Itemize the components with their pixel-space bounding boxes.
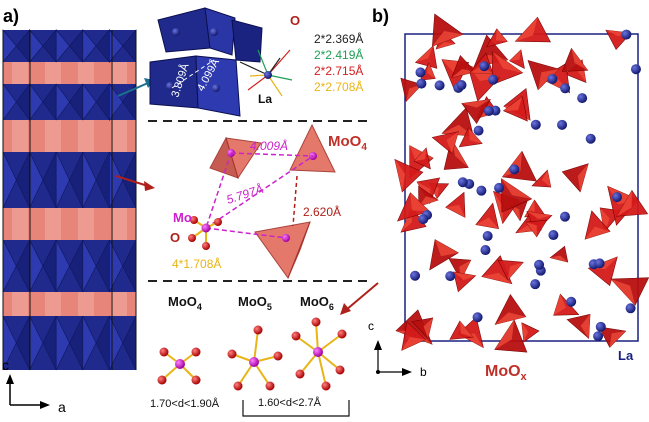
bond-length-3: 2*2.715Å: [314, 63, 363, 78]
la-atom: [456, 80, 467, 91]
moo4-title: MoO4: [328, 133, 367, 153]
la-atoms: [410, 29, 641, 342]
la-atom: [482, 231, 493, 242]
moo4-unit-model: [157, 347, 201, 385]
la-atom: [593, 331, 604, 342]
la-atom: [410, 270, 421, 281]
unit-label-moo6: MoO6: [300, 294, 334, 312]
panel-b-structure: [394, 13, 649, 353]
mo-mo-distance-b: 5.797Å: [224, 181, 265, 207]
panel-a-label: a): [3, 6, 19, 26]
la-atom: [416, 78, 427, 89]
la-atom: [560, 83, 571, 94]
axis-b-horizontal-label: b: [420, 365, 427, 379]
la-atom: [494, 182, 505, 193]
moo5-unit-model: [227, 325, 283, 391]
la-atom: [585, 133, 596, 144]
bond-range-moo4: 1.70<d<1.90Å: [150, 397, 220, 410]
bond-length-1: 2*2.369Å: [314, 31, 363, 46]
la-atom: [479, 61, 490, 72]
unit-label-moo5: MoO5: [238, 294, 272, 312]
la-atom: [457, 177, 468, 188]
moox-polyhedra: [394, 13, 649, 353]
la-bond-star: [239, 49, 293, 97]
la-atom: [557, 119, 568, 130]
bond-length-2: 2*2.419Å: [314, 47, 363, 62]
axis-a-horizontal-label: a: [58, 399, 66, 415]
atom-o-label-top: O: [290, 13, 300, 28]
polyhedra-layers: [2, 29, 137, 371]
atom-mo-label: Mo: [173, 210, 192, 225]
la-atom: [530, 279, 541, 290]
mo-polyhedra-types: MoO4 MoO5 MoO6: [150, 294, 350, 417]
mo-o4-unit: [188, 216, 222, 250]
connector-arrows: [115, 78, 379, 315]
la-atom: [476, 185, 487, 196]
la-atom: [530, 119, 541, 130]
moox-label: MoOx: [485, 363, 528, 383]
la-atom: [595, 321, 606, 332]
la-atom: [559, 211, 570, 222]
range-bracket: [242, 400, 350, 417]
atom-la-label-top: La: [258, 92, 272, 106]
axis-a-vertical-label: c: [2, 357, 9, 373]
la-coordination-cluster: 3.809Å 4.099Å O La 2*2.369Å 2*2.419Å 2*2…: [149, 7, 363, 117]
la-atom: [594, 258, 605, 269]
moo6-unit-model: [291, 317, 347, 391]
la-atom: [472, 312, 483, 323]
bond-length-4: 2*2.708Å: [314, 79, 363, 94]
mo-o-bond-length: 4*1.708Å: [172, 256, 221, 271]
la-atom: [480, 245, 491, 256]
la-atom: [547, 73, 558, 84]
moo4-cluster: 4.009Å 5.797Å 2.620Å MoO4 Mo O 4*1.708Å: [170, 123, 367, 280]
la-atom: [434, 80, 445, 91]
la-label-panel-b: La: [618, 348, 634, 363]
mo-mo-distance-a: 4.009Å: [250, 138, 288, 153]
la-atom: [534, 259, 545, 270]
la-atom: [625, 303, 636, 314]
axis-b-vertical-label: c: [368, 319, 374, 333]
la-atom: [509, 164, 520, 175]
la-atom: [415, 67, 426, 78]
panel-a-structure: [2, 29, 137, 371]
la-atom: [612, 192, 623, 203]
la-atom: [548, 230, 559, 241]
axes-a: c a: [2, 357, 66, 415]
la-atom: [445, 271, 456, 282]
la-atom: [621, 29, 632, 40]
la-atom: [488, 74, 499, 85]
la-atom: [418, 214, 429, 225]
la-atom: [630, 64, 641, 75]
la-atom: [566, 296, 577, 307]
la-atom: [483, 105, 494, 116]
bond-range-moo5-6: 1.60<d<2.7Å: [258, 396, 322, 409]
la-atom: [473, 125, 484, 136]
unit-label-moo4: MoO4: [168, 294, 202, 312]
la-atom: [577, 93, 588, 104]
mo-o-distance-c: 2.620Å: [303, 204, 341, 219]
axes-b: c b: [368, 319, 427, 379]
atom-o-label-middle: O: [170, 230, 180, 245]
panel-b-label: b): [372, 6, 389, 26]
